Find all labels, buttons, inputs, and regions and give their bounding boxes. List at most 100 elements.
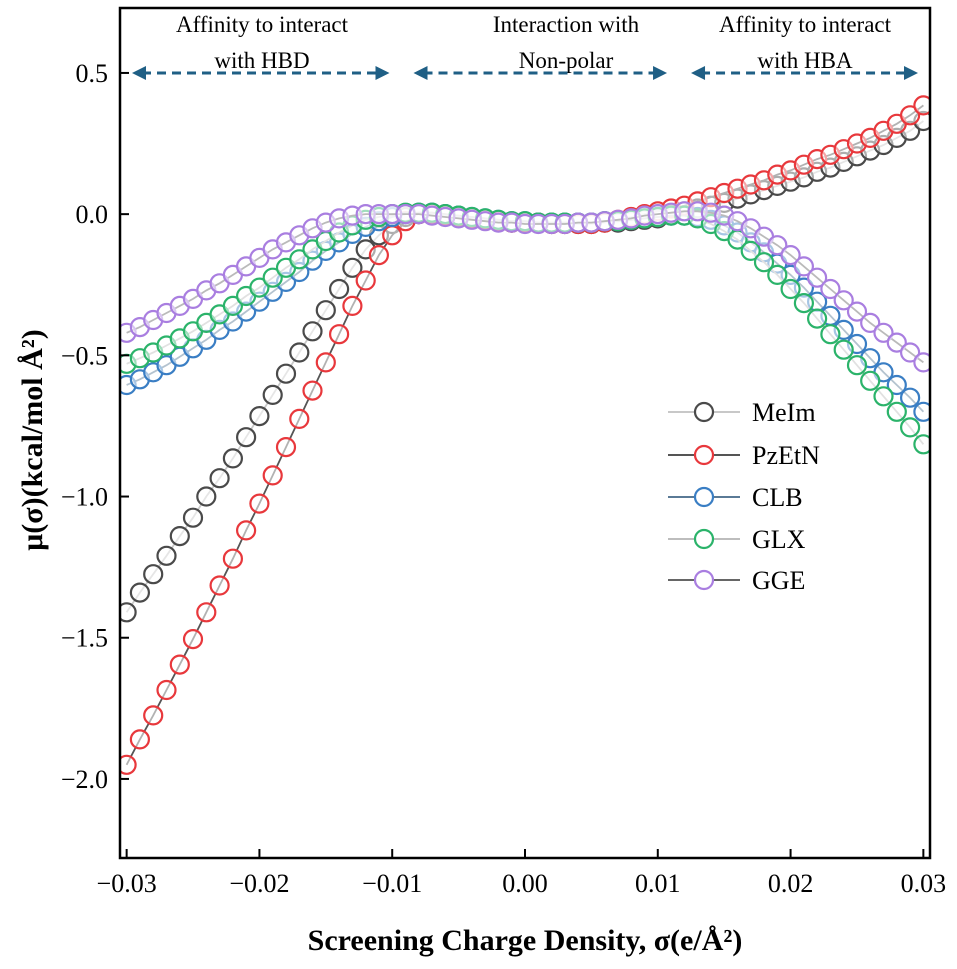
x-tick-label-0: −0.03 bbox=[97, 869, 157, 898]
region-arrowhead-right-0 bbox=[375, 65, 390, 80]
data-point-clb-59 bbox=[899, 387, 921, 408]
data-point-pzetn-4 bbox=[169, 654, 190, 675]
data-point-gge-60 bbox=[913, 352, 930, 373]
data-point-glx-60 bbox=[913, 434, 930, 455]
axes-ticks-group: −0.03 −0.02 −0.01 0.00 0.01 0.02 0.03 0.5 0.0 −0.… bbox=[61, 59, 946, 898]
data-point-glx-51 bbox=[793, 293, 815, 314]
data-point-clb-60 bbox=[913, 401, 930, 422]
legend-entry-pzetn: PzEtN bbox=[668, 441, 820, 470]
data-point-gge-59 bbox=[899, 342, 921, 363]
y-tick-label-5: −2.0 bbox=[61, 765, 108, 794]
legend-entry-meim: MeIm bbox=[668, 398, 816, 427]
y-tick-label-0: 0.5 bbox=[76, 59, 109, 88]
region-label-nonpolar-line2: Non-polar bbox=[519, 48, 614, 73]
data-point-gge-57 bbox=[873, 322, 894, 343]
y-tick-label-2: −0.5 bbox=[61, 341, 108, 370]
data-point-clb-58 bbox=[886, 374, 907, 396]
region-label-hbd-line2: with HBD bbox=[214, 48, 309, 73]
data-point-pzetn-7 bbox=[209, 575, 230, 596]
legend-marker-pzetn bbox=[693, 444, 715, 466]
x-tick-label-2: −0.01 bbox=[362, 869, 422, 898]
x-tick-label-3: 0.00 bbox=[502, 869, 548, 898]
data-point-meim-17 bbox=[342, 257, 363, 278]
data-point-meim-9 bbox=[236, 427, 257, 448]
data-point-glx-58 bbox=[886, 401, 907, 422]
data-point-pzetn-14 bbox=[302, 380, 323, 401]
data-point-pzetn-20 bbox=[382, 225, 403, 246]
region-label-hbd-line1: Affinity to interact bbox=[176, 12, 349, 37]
data-point-gge-50 bbox=[780, 245, 801, 266]
data-point-pzetn-16 bbox=[329, 324, 350, 345]
data-point-meim-14 bbox=[302, 321, 323, 342]
legend-entry-clb: CLB bbox=[668, 483, 803, 512]
data-point-glx-11 bbox=[262, 267, 283, 288]
data-point-meim-13 bbox=[289, 342, 310, 363]
y-tick-label-4: −1.5 bbox=[61, 624, 108, 653]
legend-label-pzetn: PzEtN bbox=[752, 441, 820, 470]
data-point-meim-1 bbox=[129, 582, 150, 603]
data-point-pzetn-10 bbox=[249, 493, 270, 514]
data-point-glx-49 bbox=[767, 264, 788, 285]
data-point-meim-15 bbox=[315, 300, 336, 321]
region-arrowhead-right-2 bbox=[904, 65, 918, 80]
data-point-gge-52 bbox=[806, 267, 828, 288]
y-tick-label-1: 0.0 bbox=[76, 200, 109, 229]
data-point-meim-3 bbox=[156, 545, 177, 566]
legend-label-gge: GGE bbox=[752, 566, 805, 595]
data-point-pzetn-0 bbox=[120, 754, 137, 775]
data-point-pzetn-8 bbox=[222, 548, 243, 569]
data-point-pzetn-5 bbox=[182, 628, 204, 650]
data-point-glx-13 bbox=[289, 249, 310, 270]
y-tick-label-3: −1.0 bbox=[61, 483, 108, 512]
data-point-pzetn-18 bbox=[355, 270, 376, 291]
region-label-hba-line1: Affinity to interact bbox=[719, 12, 892, 37]
data-point-meim-4 bbox=[169, 525, 190, 547]
region-annotations: Affinity to interact with HBD Interactio… bbox=[132, 12, 918, 80]
data-point-meim-7 bbox=[209, 468, 230, 489]
data-point-meim-2 bbox=[143, 564, 164, 585]
data-point-gge-53 bbox=[820, 278, 841, 300]
data-point-meim-16 bbox=[329, 278, 350, 300]
data-point-pzetn-2 bbox=[143, 705, 164, 726]
legend-label-clb: CLB bbox=[752, 483, 803, 512]
region-label-hba-line2: with HBA bbox=[757, 48, 853, 73]
legend-label-meim: MeIm bbox=[752, 398, 816, 427]
x-tick-label-1: −0.02 bbox=[229, 869, 289, 898]
data-point-pzetn-13 bbox=[289, 408, 310, 429]
legend-entry-gge: GGE bbox=[668, 566, 805, 595]
data-point-meim-11 bbox=[262, 384, 283, 405]
data-point-glx-8 bbox=[222, 295, 243, 316]
y-axis-title: μ(σ)(kcal/mol Å²) bbox=[16, 329, 49, 550]
data-point-gge-54 bbox=[833, 290, 854, 311]
region-arrowhead-left-2 bbox=[691, 65, 706, 80]
data-point-pzetn-11 bbox=[262, 465, 283, 486]
data-point-meim-10 bbox=[249, 406, 270, 427]
region-arrowhead-left-0 bbox=[132, 65, 146, 80]
data-point-glx-50 bbox=[780, 278, 801, 300]
data-point-pzetn-1 bbox=[129, 729, 150, 750]
legend: MeIm PzEtN CLB GLX GGE bbox=[668, 398, 820, 595]
legend-marker-gge bbox=[693, 569, 715, 591]
data-point-pzetn-12 bbox=[275, 437, 297, 458]
data-point-glx-54 bbox=[833, 339, 854, 360]
legend-marker-meim bbox=[693, 401, 715, 423]
data-point-gge-55 bbox=[846, 301, 868, 322]
data-point-gge-56 bbox=[860, 312, 881, 333]
data-point-glx-10 bbox=[249, 277, 270, 298]
data-point-glx-52 bbox=[806, 308, 828, 329]
data-point-glx-59 bbox=[899, 417, 921, 438]
region-arrowhead-right-1 bbox=[653, 65, 668, 80]
data-point-pzetn-9 bbox=[236, 520, 257, 541]
data-point-pzetn-3 bbox=[156, 679, 177, 701]
data-point-pzetn-60 bbox=[913, 95, 930, 116]
data-point-gge-58 bbox=[886, 332, 907, 353]
region-label-nonpolar-line1: Interaction with bbox=[493, 12, 640, 37]
x-tick-label-4: 0.01 bbox=[635, 869, 681, 898]
series-gge bbox=[120, 201, 930, 373]
data-series-group bbox=[120, 95, 930, 775]
data-point-glx-53 bbox=[820, 324, 841, 345]
data-point-glx-57 bbox=[873, 386, 894, 407]
data-point-glx-56 bbox=[860, 370, 881, 391]
